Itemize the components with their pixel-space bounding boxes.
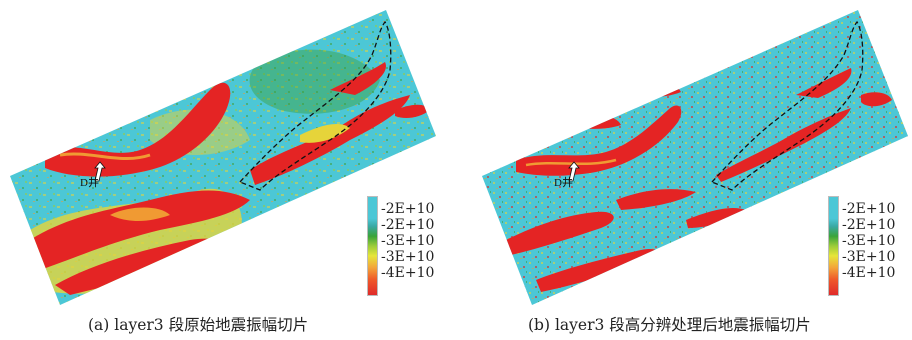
legend-colorbar-a: [367, 196, 378, 296]
caption-b: (b) layer3 段高分辨处理后地震振幅切片: [528, 316, 811, 334]
color-legend-a: -2E+10 -2E+10 -3E+10 -3E+10 -4E+10: [367, 196, 457, 296]
well-label-b: D井: [554, 175, 573, 189]
legend-label: -3E+10: [381, 249, 435, 265]
panel-a: D井 -2E+10 -2E+10 -3E+10 -3E+10 -4E+10 (a…: [10, 10, 457, 334]
seismic-amplitude-map-a: D井: [10, 10, 436, 305]
legend-label: -2E+10: [381, 217, 435, 233]
legend-label: -2E+10: [381, 201, 435, 217]
legend-label: -2E+10: [842, 217, 896, 233]
well-marker-a: D井: [80, 161, 106, 189]
legend-label: -3E+10: [842, 233, 896, 249]
panel-b: D井 -2E+10 -2E+10 -3E+10 -3E+10 -4E+10 (b…: [456, 0, 912, 340]
legend-label: -4E+10: [381, 265, 435, 281]
legend-colorbar-b: [828, 196, 839, 296]
dashed-boundary-a: [238, 20, 392, 191]
legend-label: -4E+10: [842, 265, 896, 281]
seismic-amplitude-map-b: D井: [482, 10, 908, 305]
color-legend-b: -2E+10 -2E+10 -3E+10 -3E+10 -4E+10: [828, 196, 912, 296]
legend-label: -3E+10: [381, 233, 435, 249]
caption-a: (a) layer3 段原始地震振幅切片: [88, 316, 309, 334]
legend-label: -2E+10: [842, 201, 896, 217]
legend-label: -3E+10: [842, 249, 896, 265]
well-label-a: D井: [80, 175, 99, 189]
well-marker-b: D井: [554, 161, 580, 189]
dashed-boundary-b: [710, 20, 864, 191]
